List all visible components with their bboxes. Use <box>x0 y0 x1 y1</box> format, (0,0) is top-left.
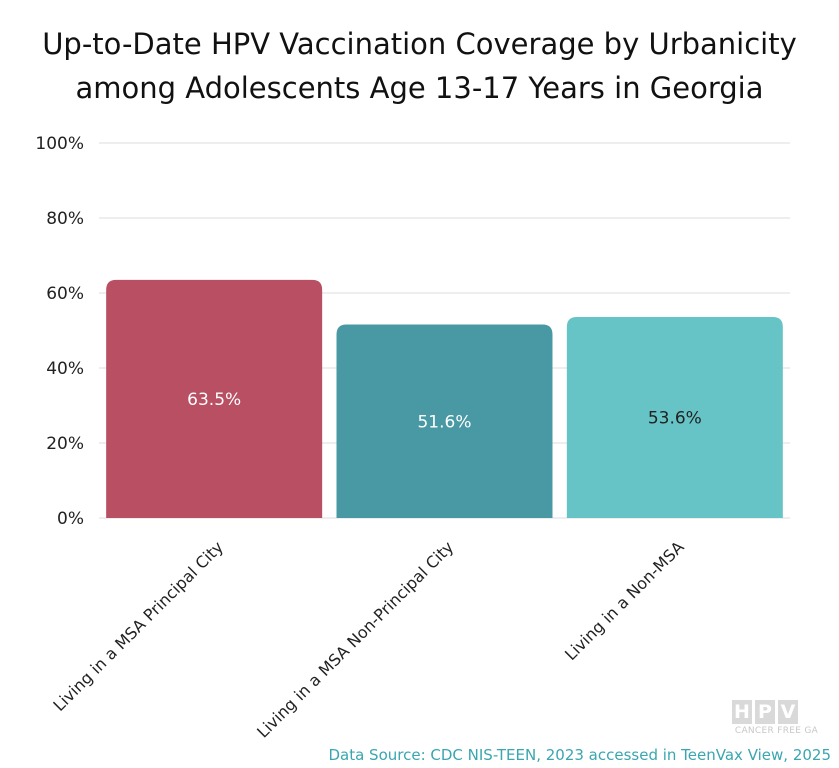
logo-letter-h: H <box>732 700 752 724</box>
y-tick-label-20: 20% <box>46 434 84 454</box>
logo-letter-v: V <box>778 700 798 724</box>
chart-title: Up-to-Date HPV Vaccination Coverage by U… <box>0 22 839 110</box>
data-label-3: 53.6% <box>648 409 702 429</box>
x-category-label-2: Living in a MSA Non-Principal City <box>253 537 457 741</box>
logo-letters: H P V <box>732 700 824 724</box>
y-tick-label-100: 100% <box>35 134 84 154</box>
bar-3 <box>566 317 783 518</box>
y-tick-label-80: 80% <box>46 209 84 229</box>
chart-title-line-1: Up-to-Date HPV Vaccination Coverage by U… <box>42 27 797 61</box>
data-label-2: 51.6% <box>417 412 471 432</box>
bar-1 <box>106 279 323 518</box>
x-category-label-1: Living in a MSA Principal City <box>49 537 227 715</box>
x-category-label-3: Living in a Non-MSA <box>561 537 688 664</box>
y-tick-label-60: 60% <box>46 284 84 304</box>
y-tick-label-40: 40% <box>46 359 84 379</box>
bar-2 <box>336 324 553 518</box>
hpv-cancer-free-logo: H P V CANCER FREE GA <box>732 700 824 742</box>
logo-letter-p: P <box>755 700 775 724</box>
logo-subtitle: CANCER FREE GA <box>734 726 819 736</box>
data-label-1: 63.5% <box>187 390 241 410</box>
data-source-note: Data Source: CDC NIS-TEEN, 2023 accessed… <box>328 746 831 764</box>
y-tick-label-0: 0% <box>57 509 84 529</box>
chart-title-line-2: among Adolescents Age 13-17 Years in Geo… <box>75 71 764 105</box>
